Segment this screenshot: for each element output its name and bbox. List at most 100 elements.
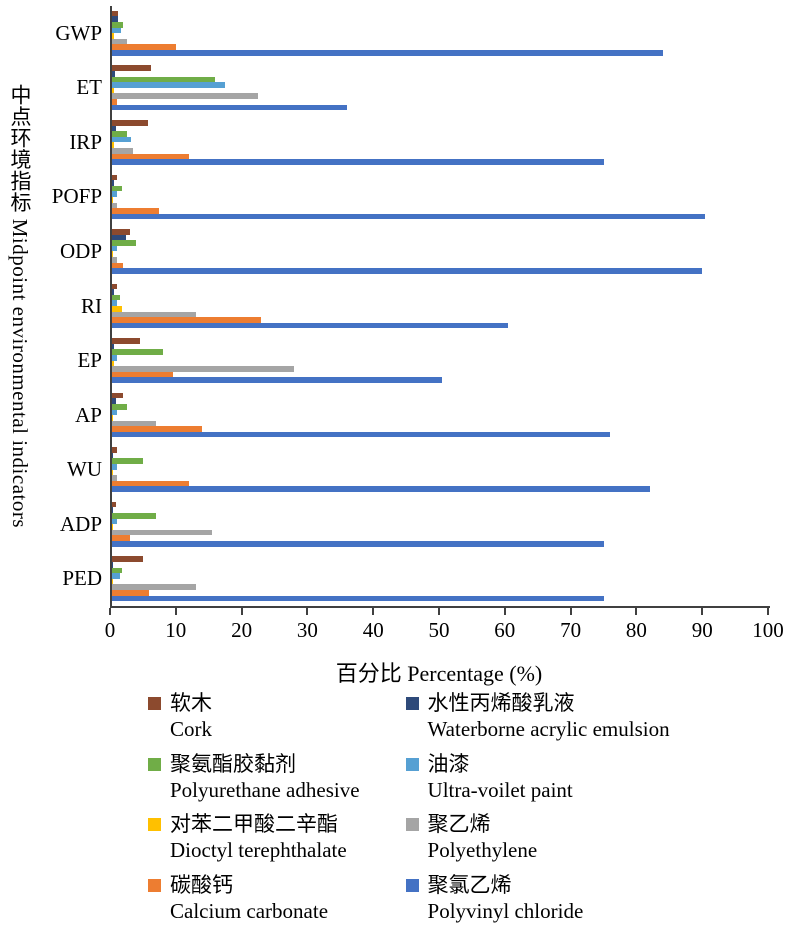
bar-polyethylene bbox=[110, 584, 196, 590]
bar-cork bbox=[110, 65, 151, 72]
bar-polyvinyl-chloride bbox=[110, 595, 604, 602]
x-tick bbox=[767, 608, 769, 615]
bar-ultra-voilet-paint bbox=[110, 573, 120, 579]
legend-item-waterborne-acrylic-emulsion: 水性丙烯酸乳液 Waterborne acrylic emulsion bbox=[405, 690, 670, 743]
bar-cork bbox=[110, 556, 143, 562]
bar-group bbox=[110, 447, 768, 493]
bar-cork bbox=[110, 392, 124, 399]
bar-polyurethane-adhesive bbox=[110, 458, 143, 465]
bar-polyvinyl-chloride bbox=[110, 540, 604, 547]
legend-label-zh: 油漆 bbox=[427, 751, 470, 776]
bar-polyurethane-adhesive bbox=[110, 22, 124, 28]
x-tick-label: 50 bbox=[428, 618, 450, 642]
category-group-irp: IRP bbox=[0, 115, 768, 170]
x-tick-label: 90 bbox=[691, 618, 713, 642]
bar-group bbox=[110, 501, 768, 547]
bar-polyethylene bbox=[110, 529, 212, 536]
category-group-ap: AP bbox=[0, 388, 768, 443]
legend-label-en: Calcium carbonate bbox=[170, 898, 329, 923]
bar-calcium-carbonate bbox=[110, 589, 150, 596]
bar-waterborne-acrylic-emulsion bbox=[110, 398, 116, 404]
legend-label-en: Polyvinyl chloride bbox=[427, 898, 584, 923]
bar-polyvinyl-chloride bbox=[110, 377, 443, 383]
legend-item-calcium-carbonate: 碳酸钙 Calcium carbonate bbox=[148, 872, 360, 925]
legend-label-en: Polyurethane adhesive bbox=[170, 777, 360, 802]
bar-cork bbox=[110, 338, 140, 344]
x-tick bbox=[306, 608, 309, 615]
legend-item-polyethylene: 聚乙烯 Polyethylene bbox=[405, 811, 670, 864]
x-tick-label: 30 bbox=[296, 618, 318, 642]
bar-polyethylene bbox=[110, 311, 196, 318]
legend-label-zh: 聚氨酯胶黏剂 bbox=[170, 751, 296, 776]
bar-cork bbox=[110, 174, 117, 181]
legend-label-zh: 水性丙烯酸乳液 bbox=[427, 691, 575, 715]
y-axis-title-wrap: 中点环境指标 Midpoint environmental indicators bbox=[2, 6, 38, 606]
legend-item-polyvinyl-chloride: 聚氯乙烯 Polyvinyl chloride bbox=[405, 872, 670, 925]
category-label: RI bbox=[81, 293, 102, 318]
legend-swatch-calcium-carbonate bbox=[148, 878, 161, 892]
bar-polyethylene bbox=[110, 420, 157, 427]
bar-polyvinyl-chloride bbox=[110, 104, 347, 111]
bar-calcium-carbonate bbox=[110, 262, 124, 269]
legend-label-zh: 聚乙烯 bbox=[427, 812, 491, 836]
legend-label-en: Waterborne acrylic emulsion bbox=[427, 717, 670, 742]
legend-label-en: Polyethylene bbox=[427, 838, 538, 863]
bar-ultra-voilet-paint bbox=[110, 518, 117, 525]
bar-calcium-carbonate bbox=[110, 426, 203, 432]
y-axis-line bbox=[110, 6, 112, 608]
category-group-ep: EP bbox=[0, 333, 768, 388]
category-label: AP bbox=[75, 402, 102, 427]
bar-polyurethane-adhesive bbox=[110, 185, 122, 192]
category-group-pofp: POFP bbox=[0, 170, 768, 225]
bar-ultra-voilet-paint bbox=[110, 354, 117, 361]
category-group-gwp: GWP bbox=[0, 6, 768, 61]
legend-swatch-polyethylene bbox=[405, 818, 419, 831]
bar-cork bbox=[110, 229, 130, 235]
x-tick bbox=[174, 608, 177, 615]
bar-ultra-voilet-paint bbox=[110, 409, 117, 416]
x-tick-label: 10 bbox=[165, 618, 187, 642]
bar-polyethylene bbox=[110, 257, 117, 263]
bar-polyethylene bbox=[110, 38, 128, 45]
bar-calcium-carbonate bbox=[110, 99, 117, 105]
legend-swatch-polyvinyl-chloride bbox=[405, 878, 419, 892]
legend-item-cork: 软木 Cork bbox=[148, 690, 360, 743]
bar-calcium-carbonate bbox=[110, 535, 130, 541]
legend-label-zh: 碳酸钙 bbox=[170, 872, 233, 897]
x-axis-line bbox=[110, 606, 770, 608]
category-label: PED bbox=[62, 566, 102, 591]
x-tick bbox=[701, 608, 704, 615]
bar-polyvinyl-chloride bbox=[110, 213, 706, 220]
x-tick bbox=[372, 608, 375, 615]
bar-polyurethane-adhesive bbox=[110, 240, 137, 246]
legend-item-polyurethane-adhesive: 聚氨酯胶黏剂 Polyurethane adhesive bbox=[148, 751, 360, 804]
bar-ultra-voilet-paint bbox=[110, 191, 117, 197]
legend-swatch-ultra-voilet-paint bbox=[405, 757, 419, 771]
bar-polyvinyl-chloride bbox=[110, 486, 650, 493]
legend-label-en: Cork bbox=[170, 717, 212, 742]
category-label: GWP bbox=[55, 20, 102, 45]
x-tick bbox=[503, 608, 506, 615]
bar-waterborne-acrylic-emulsion bbox=[110, 234, 126, 241]
y-axis-title: 中点环境指标 Midpoint environmental indicators bbox=[8, 83, 32, 529]
bar-ultra-voilet-paint bbox=[110, 464, 117, 470]
category-label: ADP bbox=[59, 511, 102, 536]
bar-polyurethane-adhesive bbox=[110, 76, 216, 83]
x-tick-label: 0 bbox=[104, 618, 116, 642]
bar-polyethylene bbox=[110, 475, 117, 481]
bar-polyvinyl-chloride bbox=[110, 50, 663, 56]
bar-cork bbox=[110, 501, 116, 508]
category-label: POFP bbox=[51, 184, 102, 209]
bar-polyethylene bbox=[110, 366, 295, 372]
bar-ultra-voilet-paint bbox=[110, 82, 226, 88]
legend-item-ultra-voilet-paint: 油漆 Ultra-voilet paint bbox=[405, 751, 670, 804]
category-label: IRP bbox=[69, 129, 102, 154]
category-group-ped: PED bbox=[0, 551, 768, 606]
bar-polyvinyl-chloride bbox=[110, 268, 703, 274]
legend-label-en: Dioctyl terephthalate bbox=[170, 838, 347, 863]
bar-group bbox=[110, 119, 768, 165]
bar-polyurethane-adhesive bbox=[110, 567, 122, 574]
x-tick-label: 70 bbox=[560, 618, 582, 642]
bar-polyvinyl-chloride bbox=[110, 322, 509, 329]
